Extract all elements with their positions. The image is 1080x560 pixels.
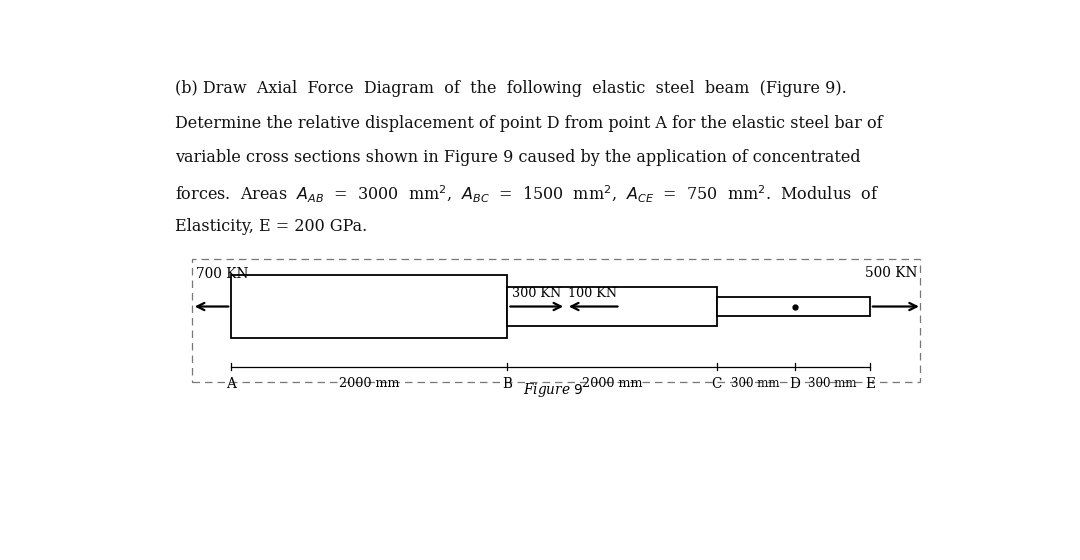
Text: 300 mm: 300 mm [808,377,856,390]
Text: 300 mm: 300 mm [731,377,780,390]
Text: forces.  Areas  $A_{AB}$  =  3000  mm$^2$,  $A_{BC}$  =  1500  mm$^2$,  $A_{CE}$: forces. Areas $A_{AB}$ = 3000 mm$^2$, $A… [175,184,879,205]
Text: 300 KN: 300 KN [512,287,561,300]
Text: B: B [502,377,513,391]
Text: 2000 mm: 2000 mm [339,377,400,390]
Bar [717,297,869,316]
Text: 2000 mm: 2000 mm [582,377,643,390]
Text: E: E [865,377,875,391]
Text: Elasticity, E = 200 GPa.: Elasticity, E = 200 GPa. [175,218,367,235]
Text: A: A [227,377,237,391]
Bar [231,276,508,338]
Text: 700 KN: 700 KN [197,267,248,281]
Bar [508,287,717,326]
Text: (b) Draw  Axial  Force  Diagram  of  the  following  elastic  steel  beam  (Figu: (b) Draw Axial Force Diagram of the foll… [175,80,847,97]
Text: C: C [712,377,721,391]
Text: 500 KN: 500 KN [865,266,918,280]
Text: D: D [789,377,800,391]
Text: Determine the relative displacement of point D from point A for the elastic stee: Determine the relative displacement of p… [175,115,882,132]
Text: 100 KN: 100 KN [568,287,617,300]
Bar [192,259,920,382]
Text: Figure$\it{\ 9}$: Figure$\it{\ 9}$ [524,381,583,399]
Text: variable cross sections shown in Figure 9 caused by the application of concentra: variable cross sections shown in Figure … [175,149,861,166]
